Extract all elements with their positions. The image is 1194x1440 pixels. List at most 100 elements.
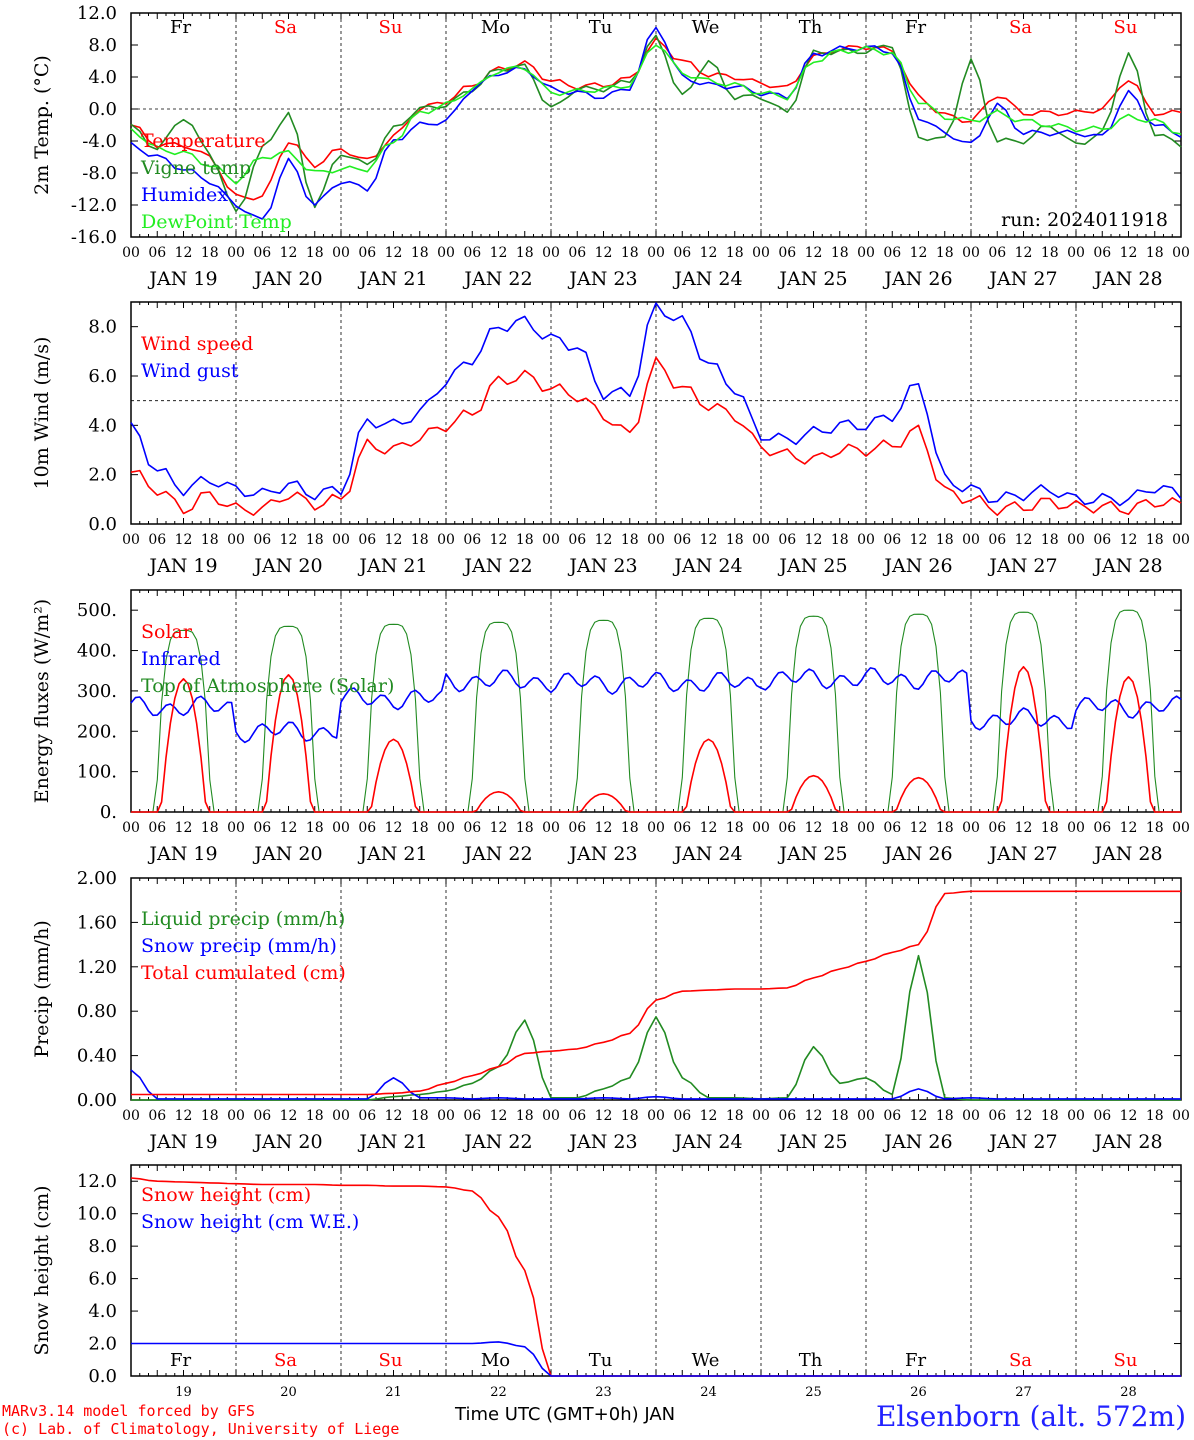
weekday-label: Sa [1009, 1350, 1032, 1371]
y-tick-label: 400. [77, 641, 117, 662]
hour-tick-label: 06 [568, 532, 586, 548]
day-number-label: 25 [805, 1385, 822, 1400]
hour-tick-label: 00 [542, 245, 560, 261]
hour-tick-label: 12 [1120, 532, 1138, 548]
hour-tick-label: 00 [857, 245, 875, 261]
hour-tick-label: 00 [332, 820, 350, 836]
hour-tick-label: 18 [411, 820, 429, 836]
y-tick-label: 1.60 [77, 912, 117, 933]
hour-tick-label: 06 [988, 820, 1006, 836]
hour-tick-label: 12 [910, 245, 928, 261]
hour-tick-label: 18 [726, 245, 744, 261]
day-number-label: 22 [490, 1385, 507, 1400]
hour-tick-label: 06 [1093, 532, 1111, 548]
y-tick-label: 2.0 [88, 1334, 117, 1355]
hour-tick-label: 06 [883, 532, 901, 548]
series-snow-precip-mm-h [130, 1069, 1181, 1100]
hour-tick-label: 12 [490, 245, 508, 261]
weekday-label: Mo [481, 1350, 510, 1371]
hour-tick-label: 00 [332, 245, 350, 261]
legend-entry: Snow height (cm) [141, 1184, 311, 1206]
hour-tick-label: 18 [936, 245, 954, 261]
hour-tick-label: 00 [437, 1108, 455, 1124]
date-label: JAN 26 [882, 555, 952, 577]
date-label: JAN 27 [987, 1131, 1057, 1153]
hour-tick-label: 12 [280, 1108, 298, 1124]
hour-tick-label: 18 [621, 532, 639, 548]
weekday-label: Tu [589, 1350, 613, 1371]
date-label: JAN 25 [777, 1131, 847, 1153]
y-axis-label: 2m Temp. (°C) [31, 55, 53, 195]
hour-tick-label: 00 [857, 820, 875, 836]
series-snow-height-cm-w-e [131, 1341, 1181, 1377]
hour-tick-label: 06 [148, 245, 166, 261]
date-label: JAN 23 [567, 843, 637, 865]
hour-tick-label: 12 [910, 820, 928, 836]
legend-entry: Infrared [141, 648, 221, 670]
hour-tick-label: 12 [595, 1108, 613, 1124]
legend-entry: Wind gust [141, 360, 239, 382]
hour-tick-label: 18 [1041, 532, 1059, 548]
weekday-label: Th [799, 1350, 823, 1371]
hour-tick-label: 18 [831, 1108, 849, 1124]
hour-tick-label: 12 [490, 1108, 508, 1124]
series-temperature [130, 37, 1182, 201]
hour-tick-label: 12 [385, 820, 403, 836]
date-label: JAN 23 [567, 268, 637, 290]
y-tick-label: 200. [77, 721, 117, 742]
hour-tick-label: 00 [122, 820, 140, 836]
day-number-label: 24 [700, 1385, 717, 1400]
hour-tick-label: 06 [778, 532, 796, 548]
run-label: run: 2024011918 [1001, 209, 1168, 231]
weekday-label: Fr [905, 1350, 926, 1371]
hour-tick-label: 00 [1067, 1108, 1085, 1124]
series-humidex [130, 26, 1182, 220]
date-label: JAN 25 [777, 843, 847, 865]
hour-tick-label: 18 [516, 820, 534, 836]
y-tick-label: 2.0 [88, 465, 117, 486]
hour-tick-label: 00 [122, 532, 140, 548]
hour-tick-label: 12 [385, 245, 403, 261]
hour-tick-label: 06 [883, 245, 901, 261]
hour-tick-label: 06 [253, 532, 271, 548]
hour-tick-label: 12 [805, 1108, 823, 1124]
hour-tick-label: 18 [1146, 1108, 1164, 1124]
hour-tick-label: 00 [752, 1108, 770, 1124]
hour-tick-label: 12 [1120, 820, 1138, 836]
hour-tick-label: 12 [910, 1108, 928, 1124]
hour-tick-label: 18 [1146, 245, 1164, 261]
hour-tick-label: 18 [726, 1108, 744, 1124]
date-label: JAN 27 [987, 555, 1057, 577]
y-axis-label: Energy fluxes (W/m²) [31, 599, 53, 803]
date-label: JAN 27 [987, 843, 1057, 865]
hour-tick-label: 06 [568, 245, 586, 261]
weekday-label: Tu [589, 17, 613, 38]
hour-tick-label: 18 [411, 245, 429, 261]
hour-tick-label: 00 [752, 245, 770, 261]
hour-tick-label: 12 [175, 1108, 193, 1124]
series-wind-gust [130, 302, 1182, 507]
date-label: JAN 20 [252, 843, 322, 865]
hour-tick-label: 18 [306, 1108, 324, 1124]
hour-tick-label: 06 [463, 820, 481, 836]
hour-tick-label: 18 [1041, 1108, 1059, 1124]
hour-tick-label: 00 [647, 532, 665, 548]
hour-tick-label: 06 [778, 1108, 796, 1124]
date-label: JAN 25 [777, 555, 847, 577]
date-label: JAN 21 [357, 268, 427, 290]
hour-tick-label: 00 [227, 1108, 245, 1124]
hour-tick-label: 00 [122, 1108, 140, 1124]
legend-entry: Snow height (cm W.E.) [141, 1211, 359, 1233]
hour-tick-label: 00 [1067, 820, 1085, 836]
hour-tick-label: 00 [542, 1108, 560, 1124]
y-tick-label: 0.80 [77, 1001, 117, 1022]
date-label: JAN 26 [882, 1131, 952, 1153]
y-axis-label: Precip (mm/h) [31, 920, 53, 1058]
hour-tick-label: 00 [437, 820, 455, 836]
hour-tick-label: 00 [332, 1108, 350, 1124]
hour-tick-label: 18 [831, 532, 849, 548]
legend-entry: Solar [141, 621, 193, 643]
y-tick-label: -16.0 [71, 227, 117, 248]
hour-tick-label: 06 [358, 245, 376, 261]
